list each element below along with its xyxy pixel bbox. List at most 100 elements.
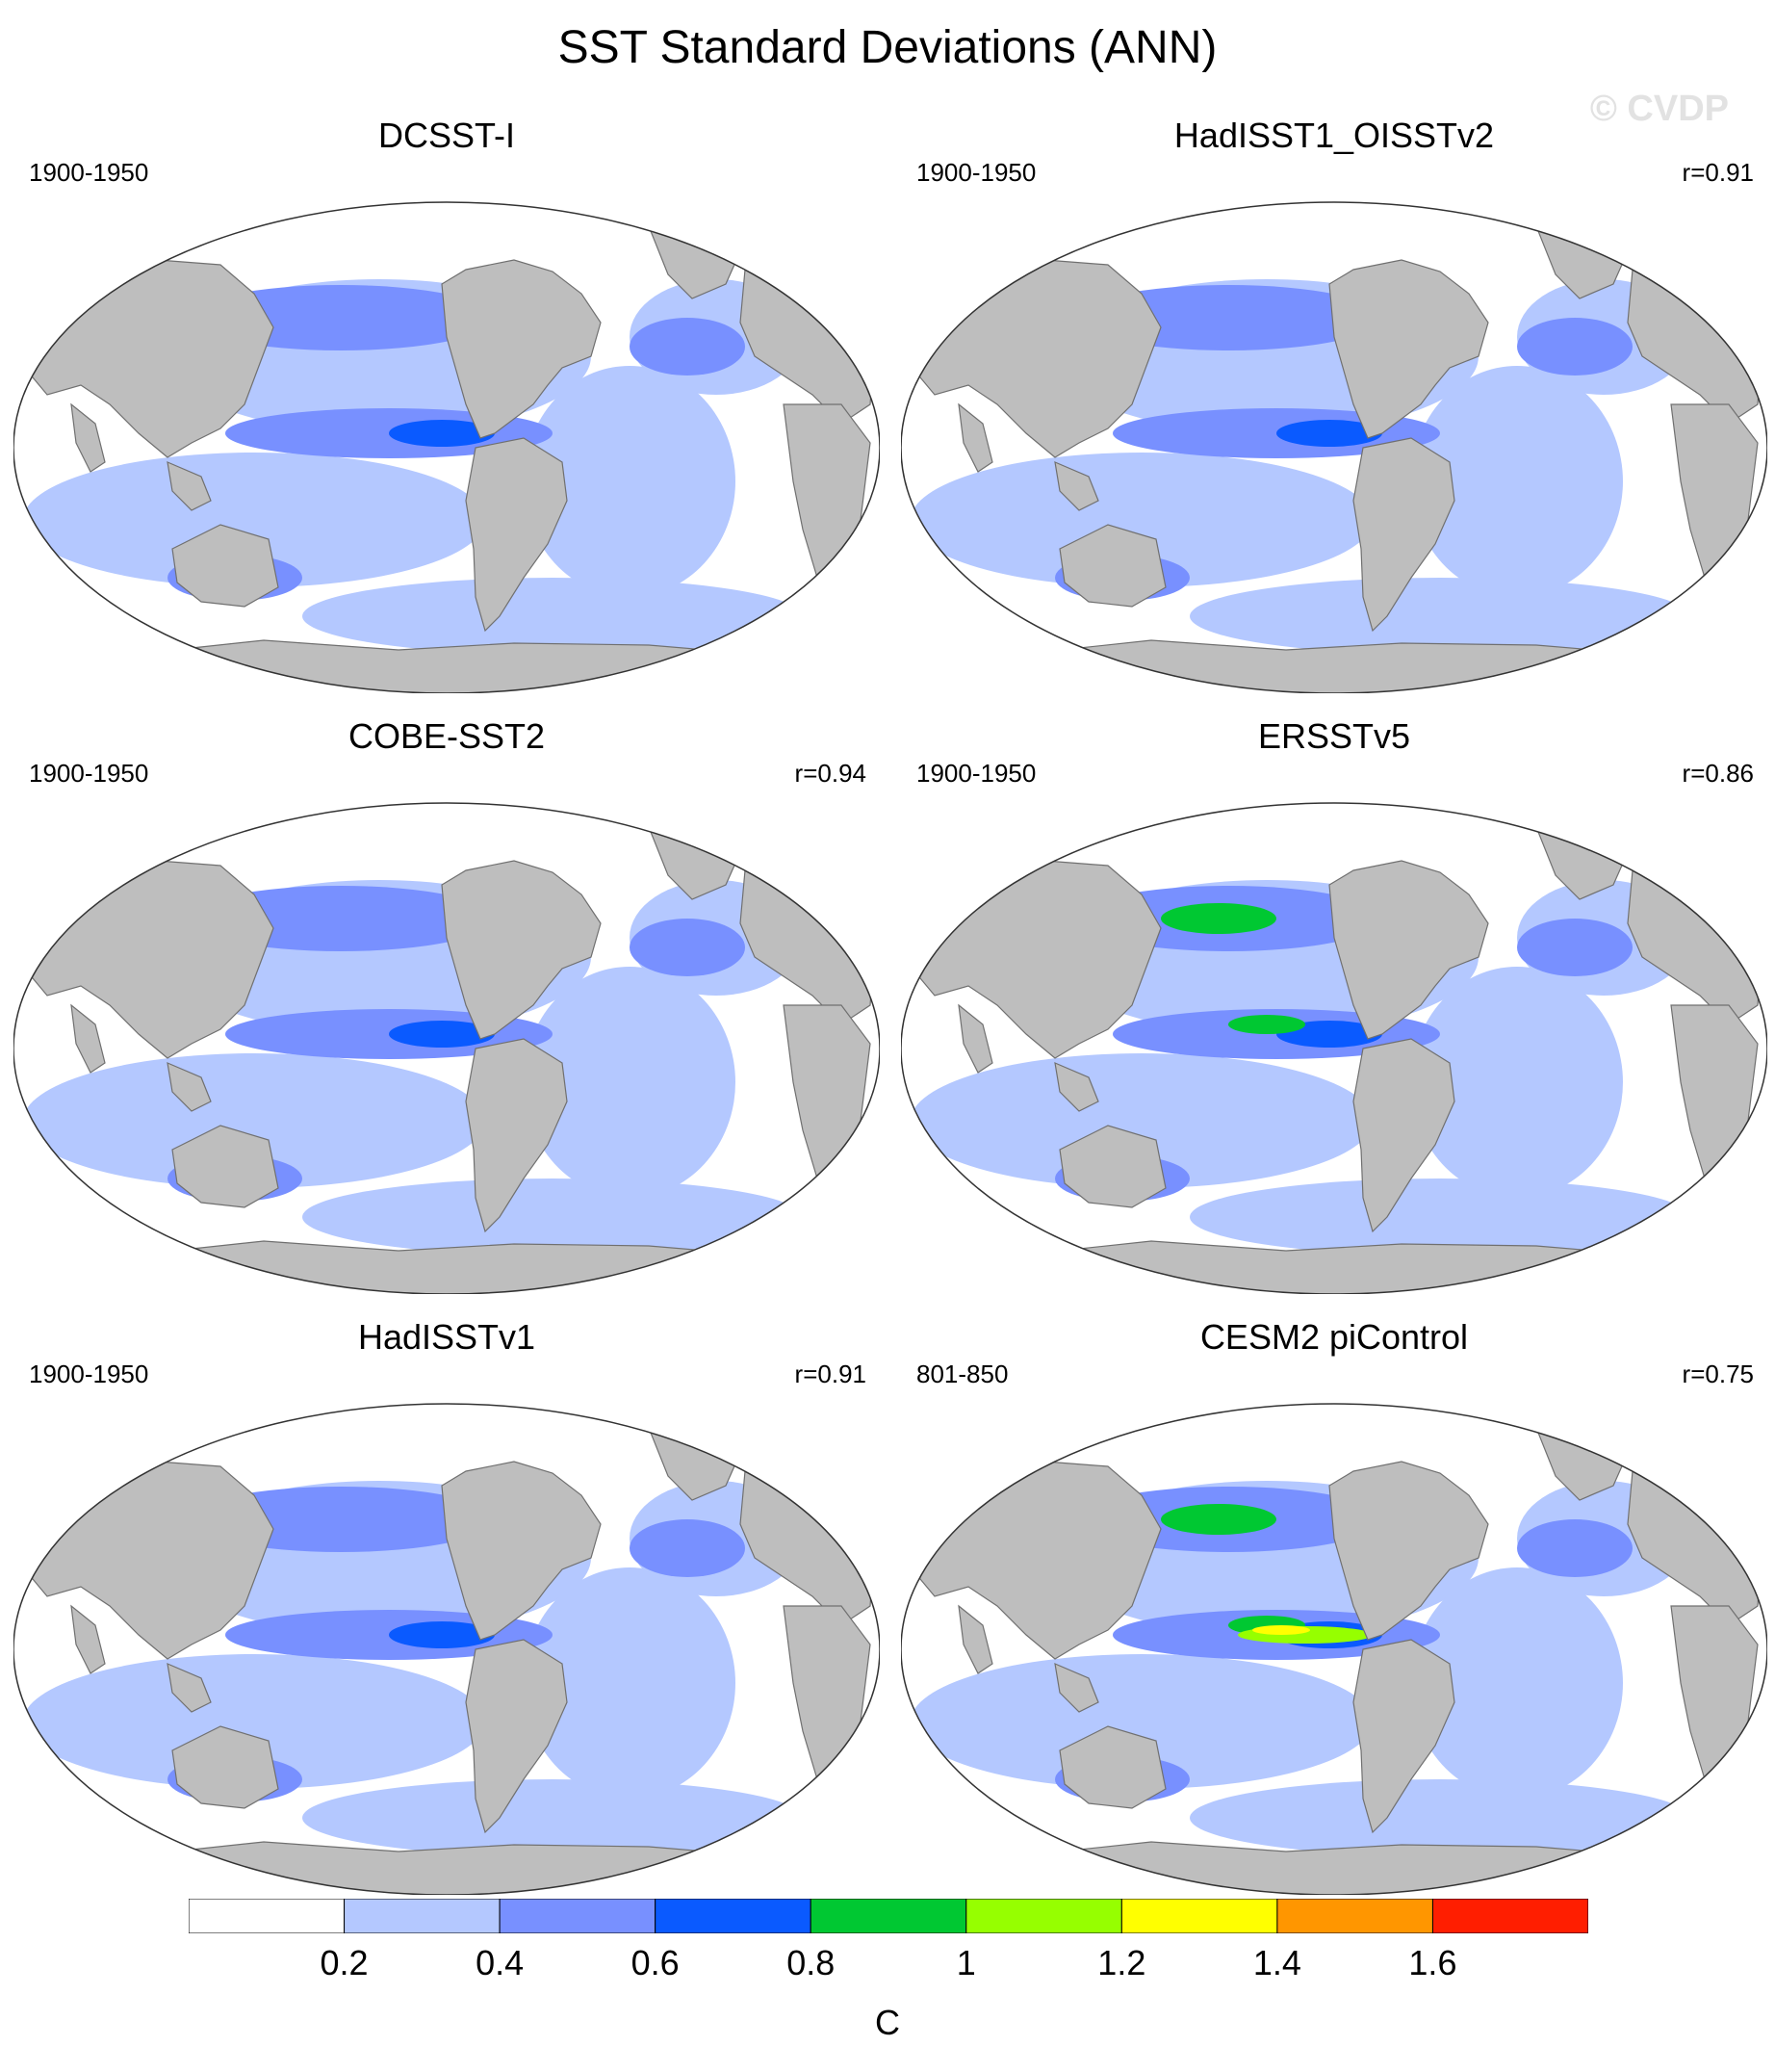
colorbar-tick-label: 1.4 <box>1252 1943 1301 1982</box>
colorbar-swatch <box>965 1899 1122 1933</box>
sst-anomaly-region <box>302 1779 803 1856</box>
colorbar-tick-label: 1 <box>956 1943 976 1982</box>
colorbar-tick-label: 0.4 <box>476 1943 525 1982</box>
panel-period: 1900-1950 <box>916 759 1037 788</box>
land-mass <box>441 860 602 1040</box>
map-frame <box>901 802 1767 1294</box>
sst-anomaly-region <box>1276 420 1382 447</box>
sst-anomaly-region <box>911 1654 1373 1789</box>
land-mass <box>1059 524 1167 608</box>
colorbar-units: C <box>875 2003 900 2042</box>
panel-title: DCSST-I <box>377 116 515 155</box>
colorbar-swatch <box>189 1899 346 1933</box>
land-mass <box>465 1038 568 1233</box>
sst-anomaly-region <box>1190 578 1690 655</box>
sst-anomaly-region <box>1517 318 1633 376</box>
panel-period: 1900-1950 <box>29 759 149 788</box>
sst-anomaly-region <box>1161 1504 1276 1535</box>
panel-period: 801-850 <box>916 1360 1009 1388</box>
sst-anomaly-region <box>302 1178 803 1256</box>
panel-correlation: r=0.91 <box>1682 158 1754 187</box>
sst-anomaly-region <box>911 1053 1373 1188</box>
panel-title: HadISST1_OISSTv2 <box>1173 116 1495 155</box>
land-mass <box>167 1062 212 1112</box>
panel-correlation: r=0.86 <box>1682 759 1754 788</box>
colorbar-swatch <box>499 1899 656 1933</box>
map-frame <box>13 802 880 1294</box>
map-panel: ERSSTv5 1900-1950 r=0.86 <box>901 716 1767 1294</box>
map-panel: DCSST-I 1900-1950 <box>13 116 880 693</box>
sst-anomaly-region <box>1411 967 1623 1198</box>
land-mass <box>70 1003 106 1074</box>
land-mass <box>958 1604 993 1674</box>
sst-anomaly-region <box>1161 903 1276 934</box>
colorbar-labels: 0.2 0.4 0.6 0.8 1 1.2 1.4 1.6 <box>189 1943 1588 1991</box>
land-mass <box>958 402 993 473</box>
land-mass <box>465 1639 568 1834</box>
land-mass <box>70 1604 106 1674</box>
panel-title: HadISSTv1 <box>357 1317 536 1357</box>
map-canvas <box>901 802 1767 1294</box>
land-mass <box>171 524 279 608</box>
panel-title: ERSSTv5 <box>1257 716 1411 756</box>
land-mass <box>109 1240 785 1294</box>
map-canvas <box>13 1403 880 1895</box>
sst-anomaly-region <box>23 1053 485 1188</box>
sst-anomaly-region <box>1517 1519 1633 1577</box>
map-frame <box>901 1403 1767 1895</box>
sst-anomaly-region <box>1411 366 1623 597</box>
colorbar-swatch <box>344 1899 501 1933</box>
map-canvas <box>901 1403 1767 1895</box>
colorbar-tick-label: 0.2 <box>320 1943 369 1982</box>
land-mass <box>1054 1663 1099 1713</box>
colorbar-tick-label: 0.6 <box>630 1943 680 1982</box>
land-mass <box>441 1461 602 1641</box>
land-mass <box>1059 1725 1167 1809</box>
land-mass <box>958 1003 993 1074</box>
map-canvas <box>901 201 1767 693</box>
land-mass <box>1328 860 1489 1040</box>
sst-anomaly-region <box>389 420 495 447</box>
land-mass <box>1059 1125 1167 1208</box>
sst-anomaly-region <box>23 1654 485 1789</box>
land-mass <box>109 639 785 693</box>
sst-anomaly-region <box>1190 1178 1690 1256</box>
sst-anomaly-region <box>524 366 735 597</box>
land-mass <box>996 639 1672 693</box>
land-mass <box>1352 1639 1455 1834</box>
sst-anomaly-region <box>524 1567 735 1799</box>
sst-anomaly-region <box>23 453 485 587</box>
colorbar-tick-label: 1.6 <box>1408 1943 1457 1982</box>
map-panel: HadISST1_OISSTv2 1900-1950 r=0.91 <box>901 116 1767 693</box>
land-mass <box>1328 259 1489 439</box>
sst-anomaly-region <box>911 453 1373 587</box>
colorbar-swatches <box>189 1899 1588 1933</box>
figure-title: SST Standard Deviations (ANN) <box>557 22 1218 73</box>
map-frame <box>13 1403 880 1895</box>
land-mass <box>1054 461 1099 511</box>
colorbar-tick-label: 0.8 <box>786 1943 836 1982</box>
sst-anomaly-region <box>389 1621 495 1648</box>
land-mass <box>167 461 212 511</box>
sst-anomaly-region <box>302 578 803 655</box>
sst-anomaly-region <box>1411 1567 1623 1799</box>
sst-anomaly-region <box>389 1021 495 1048</box>
map-frame <box>13 201 880 693</box>
land-mass <box>1328 1461 1489 1641</box>
map-canvas <box>13 802 880 1294</box>
sst-anomaly-region <box>630 919 745 976</box>
sst-anomaly-region <box>524 967 735 1198</box>
colorbar-swatch <box>1276 1899 1433 1933</box>
sst-anomaly-region <box>1517 919 1633 976</box>
map-canvas <box>13 201 880 693</box>
colorbar-swatch <box>810 1899 967 1933</box>
land-mass <box>441 259 602 439</box>
panel-title: COBE-SST2 <box>347 716 546 756</box>
land-mass <box>109 1841 785 1895</box>
panel-title: CESM2 piControl <box>1199 1317 1469 1357</box>
sst-anomaly-region <box>630 318 745 376</box>
land-mass <box>1352 1038 1455 1233</box>
land-mass <box>70 402 106 473</box>
panel-period: 1900-1950 <box>29 158 149 187</box>
land-mass <box>171 1725 279 1809</box>
